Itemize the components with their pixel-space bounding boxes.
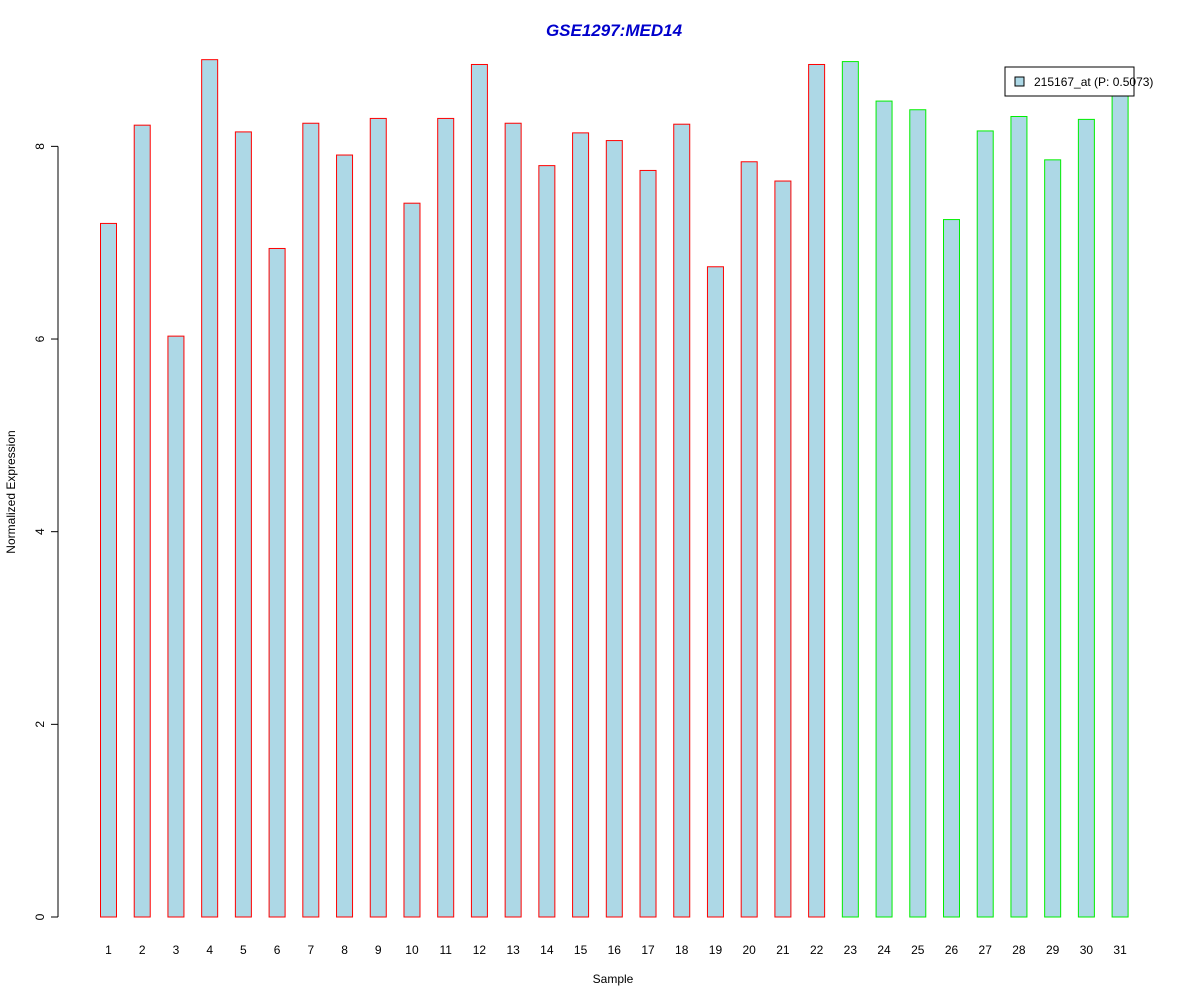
bars-group [100, 59, 1129, 918]
x-tick-labels: 1 2 3 4 5 6 7 8 9 10 11 12 13 14 15 16 17 18 19 20 21 22 23 24 2… [105, 943, 1127, 957]
x-tick-label: 8 [341, 943, 348, 957]
x-tick-label: 29 [1046, 943, 1060, 957]
bar-sample-17 [639, 169, 657, 918]
x-tick-label: 26 [945, 943, 959, 957]
bar-sample-28 [1010, 115, 1028, 918]
x-tick-label: 14 [540, 943, 554, 957]
x-tick-label: 30 [1080, 943, 1094, 957]
x-tick-label: 23 [844, 943, 858, 957]
bar-sample-29 [1044, 159, 1062, 918]
x-tick-label: 11 [439, 943, 452, 957]
x-tick-label: 24 [877, 943, 891, 957]
bar-sample-24 [875, 100, 893, 918]
x-tick-label: 17 [641, 943, 655, 957]
bar-sample-27 [976, 130, 994, 918]
x-tick-label: 28 [1012, 943, 1026, 957]
y-tick-label: 8 [33, 143, 47, 150]
x-tick-label: 27 [979, 943, 993, 957]
bar-sample-9 [369, 117, 387, 918]
bar-sample-22 [808, 63, 826, 918]
bar-sample-18 [673, 123, 691, 918]
bar-sample-2 [133, 124, 151, 918]
x-tick-label: 4 [206, 943, 213, 957]
x-tick-label: 12 [473, 943, 487, 957]
legend-swatch [1014, 76, 1025, 87]
bar-sample-5 [234, 131, 252, 918]
legend-label: 215167_at (P: 0.5073) [1034, 75, 1153, 89]
x-tick-label: 10 [405, 943, 419, 957]
bar-sample-6 [268, 247, 286, 918]
y-tick-label: 6 [33, 335, 47, 342]
bar-sample-21 [774, 180, 792, 918]
chart-title: GSE1297:MED14 [546, 21, 683, 40]
bar-sample-31 [1111, 91, 1129, 918]
bar-sample-13 [504, 122, 522, 918]
x-tick-label: 13 [506, 943, 520, 957]
x-tick-label: 9 [375, 943, 382, 957]
x-tick-label: 16 [608, 943, 622, 957]
bar-sample-4 [201, 59, 219, 918]
x-tick-label: 15 [574, 943, 588, 957]
y-tick-label: 0 [33, 913, 47, 920]
x-tick-label: 3 [173, 943, 180, 957]
legend: 215167_at (P: 0.5073) [1004, 66, 1153, 97]
bar-sample-11 [437, 117, 455, 918]
x-tick-label: 21 [776, 943, 790, 957]
bar-sample-26 [943, 219, 960, 918]
x-tick-label: 5 [240, 943, 247, 957]
x-tick-label: 31 [1113, 943, 1127, 957]
bar-sample-20 [740, 161, 758, 918]
y-axis-label: Normalized Expression [4, 430, 18, 553]
x-tick-label: 6 [274, 943, 281, 957]
bar-sample-12 [470, 63, 488, 918]
bar-sample-23 [841, 61, 859, 918]
x-tick-label: 22 [810, 943, 824, 957]
bar-sample-3 [167, 335, 185, 918]
bar-sample-7 [302, 122, 320, 918]
x-tick-label: 7 [307, 943, 314, 957]
y-tick-label: 2 [33, 721, 47, 728]
bar-sample-16 [605, 140, 623, 918]
x-tick-label: 19 [709, 943, 723, 957]
x-tick-label: 1 [105, 943, 112, 957]
bar-sample-8 [336, 154, 354, 918]
legend-box [1004, 66, 1135, 97]
x-tick-label: 2 [139, 943, 146, 957]
y-tick-label: 4 [33, 528, 47, 535]
bar-sample-30 [1077, 118, 1095, 918]
bar-sample-14 [538, 165, 556, 918]
bar-sample-1 [100, 222, 117, 918]
y-axis: 0 2 4 6 8 [33, 143, 59, 920]
bar-sample-25 [909, 109, 927, 918]
x-tick-label: 25 [911, 943, 925, 957]
bar-sample-10 [403, 202, 421, 918]
x-tick-label: 18 [675, 943, 689, 957]
bar-sample-15 [572, 132, 590, 918]
x-axis-label: Sample [593, 972, 634, 986]
bar-sample-19 [706, 266, 724, 918]
x-tick-label: 20 [743, 943, 757, 957]
